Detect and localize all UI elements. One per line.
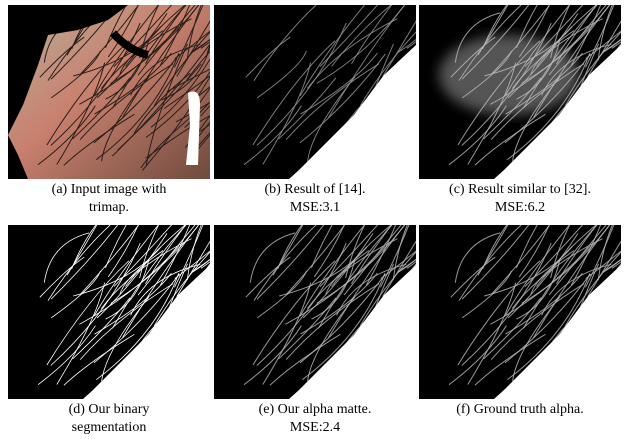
caption: (a) Input image withtrimap. <box>8 181 210 217</box>
panel: (b) Result of [14].MSE:3.1 <box>214 5 416 217</box>
page: (a) Input image withtrimap.(b) Result of… <box>0 0 626 439</box>
caption-line: (d) Our binary <box>8 401 210 419</box>
caption-line: (e) Our alpha matte. <box>214 401 416 419</box>
caption: (d) Our binarysegmentation <box>8 401 210 437</box>
caption-line: segmentation <box>8 419 210 437</box>
panel: (d) Our binarysegmentation <box>8 225 210 437</box>
caption-line: MSE:3.1 <box>214 199 416 217</box>
caption: (e) Our alpha matte.MSE:2.4 <box>214 401 416 437</box>
panel-image <box>419 5 621 179</box>
caption-line: (a) Input image with <box>8 181 210 199</box>
panel: (a) Input image withtrimap. <box>8 5 210 217</box>
caption-line: MSE:2.4 <box>214 419 416 437</box>
panel-image <box>8 225 210 399</box>
panel-image <box>419 225 621 399</box>
panel-image <box>214 5 416 179</box>
panel: (e) Our alpha matte.MSE:2.4 <box>214 225 416 437</box>
caption-line: (f) Ground truth alpha. <box>419 401 621 419</box>
panel: (f) Ground truth alpha. <box>419 225 621 419</box>
caption: (f) Ground truth alpha. <box>419 401 621 419</box>
caption-line: (c) Result similar to [32]. <box>419 181 621 199</box>
caption-line: trimap. <box>8 199 210 217</box>
caption-line: (b) Result of [14]. <box>214 181 416 199</box>
panel: (c) Result similar to [32].MSE:6.2 <box>419 5 621 217</box>
panel-image <box>214 225 416 399</box>
caption: (c) Result similar to [32].MSE:6.2 <box>419 181 621 217</box>
caption: (b) Result of [14].MSE:3.1 <box>214 181 416 217</box>
panel-image <box>8 5 210 179</box>
caption-line: MSE:6.2 <box>419 199 621 217</box>
